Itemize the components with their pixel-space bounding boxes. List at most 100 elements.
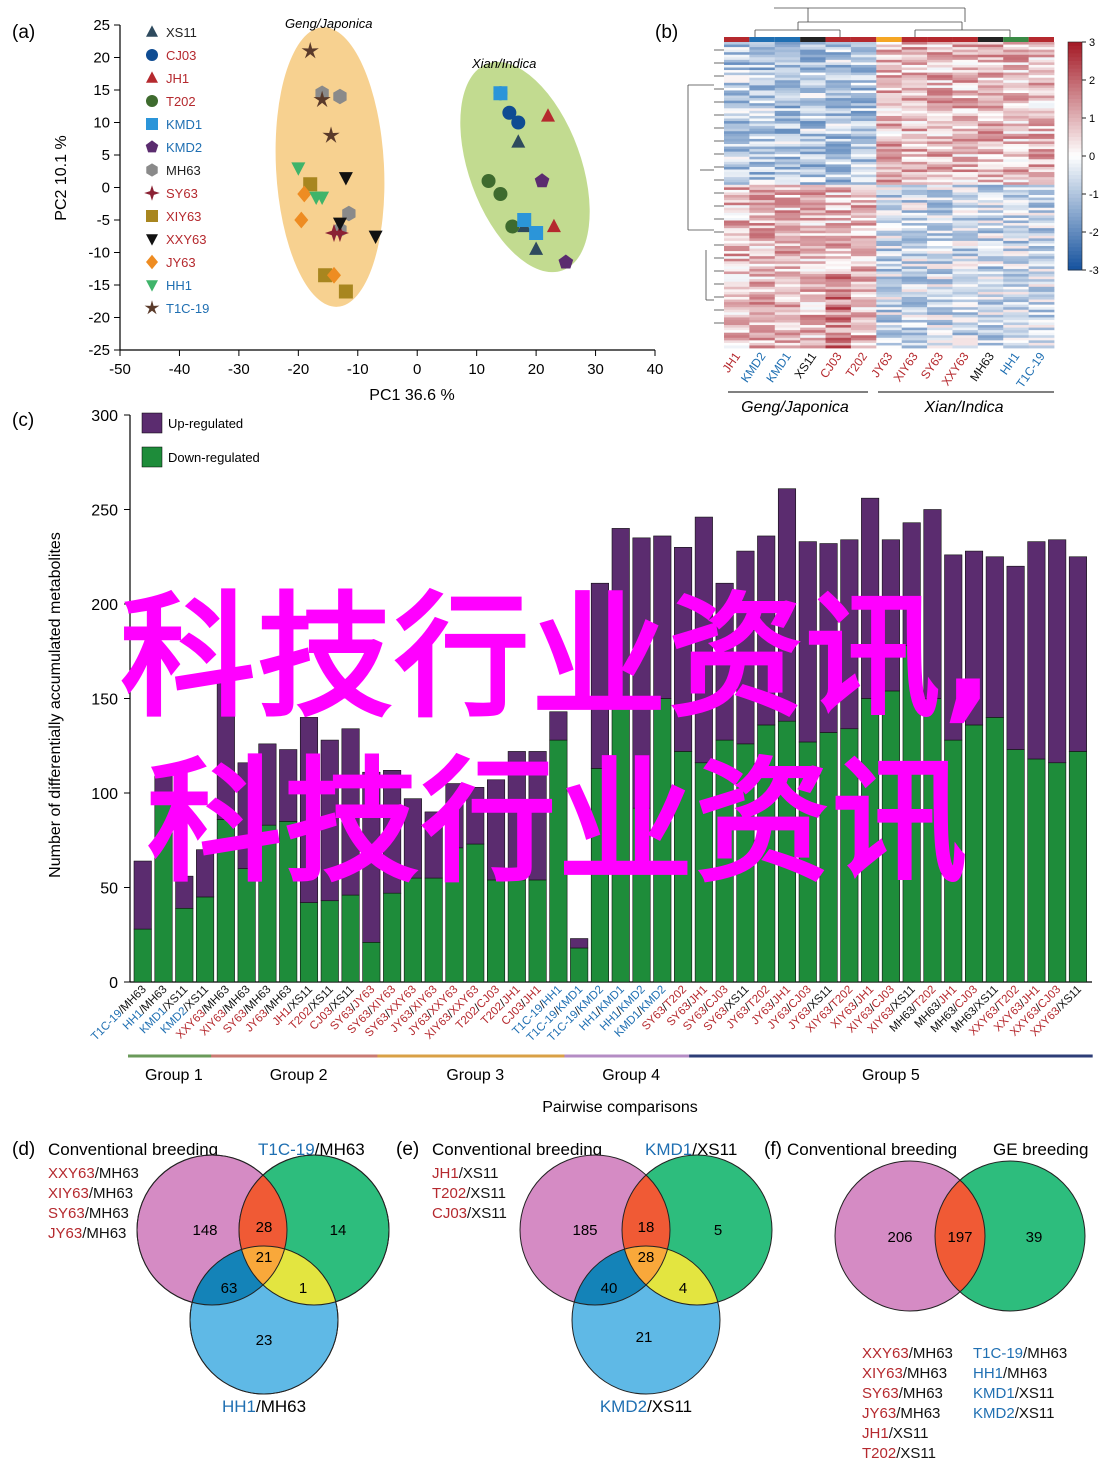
heat-cell [1028, 291, 1055, 295]
heat-cell [1003, 144, 1030, 147]
bar-category-slash: / [306, 1002, 317, 1013]
heat-cell [1003, 225, 1030, 229]
heat-cell [800, 172, 826, 175]
heat-cell [977, 110, 1004, 114]
heat-cell [901, 177, 928, 181]
heat-cell [774, 217, 801, 221]
heat-cell [774, 138, 801, 142]
venn-d-only-left: 148 [192, 1222, 217, 1239]
heat-cell [1003, 299, 1030, 303]
bar-down [674, 751, 693, 983]
heat-cell [800, 202, 826, 206]
heat-cell [901, 42, 928, 45]
heat-cell [825, 105, 852, 109]
heat-cell [774, 151, 801, 155]
heat-cell [1003, 149, 1030, 153]
heat-cell [927, 322, 953, 326]
heat-cell [927, 319, 953, 323]
heat-cell [825, 156, 852, 160]
heat-cell [749, 95, 776, 99]
heat-cell [1003, 284, 1030, 288]
heat-cell [749, 297, 776, 300]
heat-cell [927, 179, 953, 183]
legend-marker-jh1 [146, 71, 158, 83]
heat-cell [724, 108, 750, 112]
heat-cell [1028, 82, 1055, 86]
heat-cell [850, 75, 877, 79]
heat-cell [749, 172, 776, 175]
heat-cell [876, 82, 903, 86]
heat-cell [749, 52, 776, 56]
heat-cell [876, 64, 903, 68]
heat-cell [749, 304, 776, 308]
heat-cell [927, 108, 953, 112]
bar-up [487, 779, 506, 881]
heat-cell [927, 289, 953, 293]
bar-category-slash: / [241, 1005, 252, 1016]
heat-cell [749, 98, 776, 102]
heat-cell [927, 93, 953, 96]
heat-cell [901, 253, 928, 257]
heat-cell [850, 322, 877, 326]
heat-cell [774, 64, 801, 68]
heat-cell [927, 284, 953, 288]
heat-cell [1003, 67, 1030, 71]
heat-cell [1003, 212, 1030, 216]
heat-cell [800, 179, 826, 183]
heat-cell [901, 325, 928, 328]
bar-up [590, 582, 609, 769]
venn-d-left-bottom: 63 [221, 1280, 238, 1297]
scale-cell [1068, 197, 1082, 203]
heat-cell [800, 281, 826, 285]
heat-cell [749, 258, 776, 262]
bar-up [861, 497, 880, 699]
heat-cell [952, 42, 979, 45]
heat-cell [749, 217, 776, 221]
heat-cell [977, 256, 1004, 260]
venn-f-left-list-item: JH1/XS11 [862, 1425, 928, 1442]
bar-up [1006, 565, 1025, 750]
venn-e-bottom-b: /XS11 [647, 1397, 692, 1416]
heat-cell [749, 212, 776, 216]
heat-cell [1028, 108, 1055, 112]
heat-cell [724, 235, 750, 239]
geng-label: Geng/Japonica [285, 16, 372, 31]
heat-cell [952, 189, 979, 193]
heat-cell [901, 317, 928, 321]
heat-cell [850, 110, 877, 114]
heat-cell [876, 332, 903, 336]
geng-ellipse [275, 27, 385, 307]
heat-cell [1028, 307, 1055, 311]
heat-cell [1028, 184, 1055, 188]
heat-cell [927, 70, 953, 73]
heat-cell [901, 189, 928, 193]
group-label: Group 3 [446, 1067, 504, 1084]
heat-cell [800, 105, 826, 109]
heat-cell [850, 169, 877, 173]
heat-cell [724, 118, 750, 122]
heat-cell [825, 253, 852, 257]
heat-cell [850, 223, 877, 226]
bar-category-slash: / [285, 1002, 296, 1013]
heat-cell [876, 87, 903, 91]
scale-cell [1068, 102, 1082, 108]
heat-cell [1028, 212, 1055, 216]
heat-cell [901, 80, 928, 84]
heat-cell [749, 75, 776, 79]
heat-cell [850, 217, 877, 221]
heat-cell [724, 105, 750, 109]
heat-cell [952, 266, 979, 270]
bar-category-slash: / [826, 1002, 837, 1013]
venn-f-left-list-item-a: JH1 [862, 1425, 889, 1442]
heat-cell [952, 207, 979, 211]
heat-cell [927, 144, 953, 147]
heat-cell [749, 266, 776, 270]
bar-category-slash: / [445, 1008, 456, 1019]
heat-cell [1028, 220, 1055, 224]
heat-cell [825, 286, 852, 290]
venn-f-left-list-item-a: SY63 [862, 1385, 899, 1402]
heat-cell [774, 210, 801, 214]
heat-cell [952, 118, 979, 122]
heat-cell [1028, 312, 1055, 316]
heat-cell [774, 345, 801, 349]
